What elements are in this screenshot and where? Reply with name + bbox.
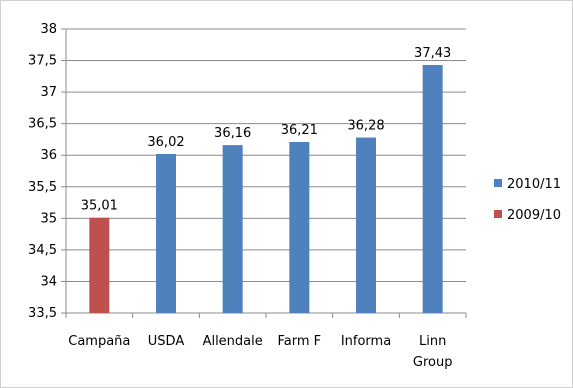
axes: 33,5 34 34,5 35 35,5 36 36,5 37 37,5 38 Campaña USD… (28, 22, 467, 370)
y-tick-label: 35,5 (28, 180, 57, 195)
data-labels: 36,02 36,16 36,21 36,28 37,43 35,01 (81, 46, 452, 214)
bar (422, 64, 443, 314)
x-tick-label: Allendale (203, 334, 263, 349)
y-tick-label: 34,5 (28, 243, 57, 258)
y-tick-label: 35 (40, 211, 57, 226)
x-tick-label: Campaña (68, 334, 130, 349)
y-tick-label: 33,5 (28, 306, 57, 321)
data-label: 36,02 (147, 135, 184, 150)
y-tick-label: 36 (40, 148, 57, 163)
bar (222, 145, 243, 313)
legend-label: 2009/10 (507, 208, 561, 223)
data-label: 36,28 (347, 119, 384, 134)
gridlines (66, 28, 466, 314)
bars (89, 64, 443, 314)
data-label: 35,01 (81, 199, 118, 214)
legend: 2010/11 2009/10 (494, 177, 561, 223)
legend-swatch (494, 179, 502, 187)
legend-label: 2010/11 (507, 177, 561, 192)
y-tick-label: 37,5 (28, 54, 57, 69)
x-tick-label: Linn (419, 334, 446, 349)
x-tick-label: Informa (341, 334, 391, 349)
bar (156, 153, 176, 313)
y-tick-label: 34 (40, 274, 57, 289)
data-label: 36,16 (214, 126, 251, 141)
data-label: 37,43 (414, 46, 451, 61)
bar (356, 137, 376, 313)
x-tick-label: Farm F (278, 334, 322, 349)
y-tick-label: 37 (40, 85, 57, 100)
x-tick-label: USDA (148, 334, 185, 349)
bar (89, 217, 110, 313)
bar (289, 141, 310, 313)
y-tick-label: 36,5 (28, 117, 57, 132)
x-tick-label: Group (413, 355, 453, 370)
y-tick-label: 38 (40, 22, 57, 37)
data-label: 36,21 (281, 123, 318, 138)
legend-swatch (494, 210, 502, 218)
